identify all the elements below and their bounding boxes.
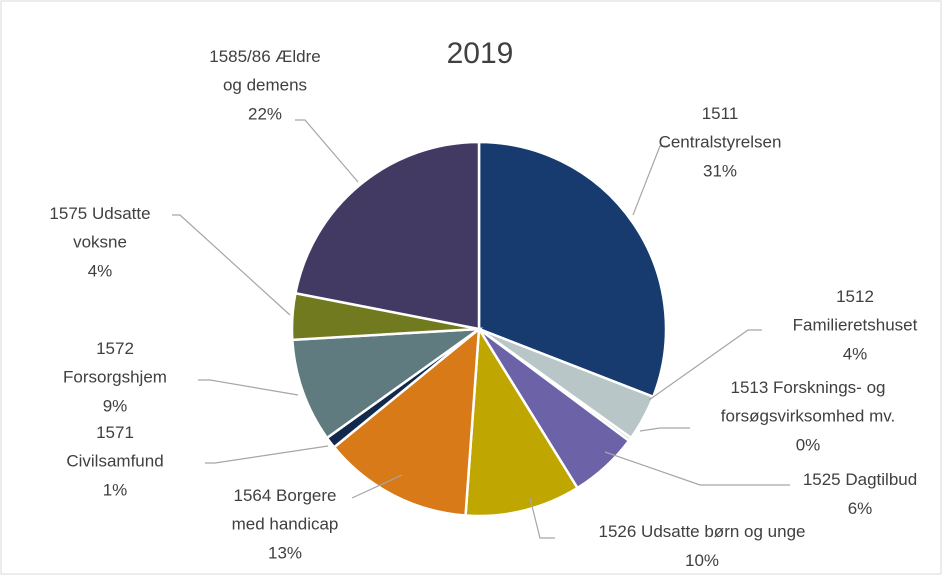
value-label: 6% bbox=[848, 499, 873, 518]
value-label: 4% bbox=[843, 344, 868, 363]
label-line: 1513 Forsknings- og bbox=[731, 378, 886, 397]
pie-slice bbox=[293, 140, 481, 331]
label-line: Civilsamfund bbox=[66, 452, 163, 471]
label-line: 1571 bbox=[96, 423, 134, 442]
value-label: 1% bbox=[103, 480, 128, 499]
label-line: Familieretshuset bbox=[793, 316, 918, 335]
label-line: 1585/86 Ældre bbox=[209, 47, 321, 66]
leader-line bbox=[172, 214, 291, 316]
value-label: 9% bbox=[103, 396, 128, 415]
category-label: 1512 Familieretshuset bbox=[793, 287, 918, 335]
label-line: Centralstyrelsen bbox=[659, 133, 782, 152]
label-line: 1564 Borgere bbox=[233, 486, 336, 505]
label-line: 1526 Udsatte børn og unge bbox=[599, 522, 806, 541]
leader-line bbox=[639, 427, 690, 432]
label-line: 1572 bbox=[96, 339, 134, 358]
label-line: 1525 Dagtilbud bbox=[803, 470, 917, 489]
category-label: 1572 Forsorgshjem bbox=[63, 339, 167, 387]
pie-slice bbox=[464, 325, 580, 518]
label-line: med handicap bbox=[232, 515, 339, 534]
label-line: og demens bbox=[223, 76, 307, 95]
leader-line bbox=[529, 497, 555, 539]
value-label: 0% bbox=[796, 435, 821, 454]
pie-slice bbox=[332, 326, 481, 517]
category-label: 1575 Udsatte voksne bbox=[49, 204, 150, 252]
value-label: 10% bbox=[685, 551, 719, 570]
category-label: 1513 Forsknings- og forsøgsvirksomhed mv. bbox=[721, 378, 895, 426]
chart-title: 2019 bbox=[447, 37, 514, 70]
category-label: 1526 Udsatte børn og unge bbox=[599, 522, 806, 541]
leader-line bbox=[632, 145, 670, 216]
category-label: 1585/86 Ældre og demens bbox=[209, 47, 321, 95]
value-label: 22% bbox=[248, 104, 282, 123]
label-line: forsøgsvirksomhed mv. bbox=[721, 407, 895, 426]
category-label: 1511 Centralstyrelsen bbox=[659, 104, 782, 152]
label-line: 1575 Udsatte bbox=[49, 204, 150, 223]
value-label: 13% bbox=[268, 543, 302, 562]
pie-slice bbox=[477, 140, 668, 399]
category-label: 1571 Civilsamfund bbox=[66, 423, 163, 471]
pie-slice bbox=[290, 327, 484, 440]
label-line: 1512 bbox=[836, 287, 874, 306]
label-line: 1511 bbox=[702, 104, 739, 123]
label-line: voksne bbox=[73, 233, 127, 252]
leader-line bbox=[648, 329, 762, 401]
leader-line bbox=[295, 119, 359, 183]
leader-line bbox=[351, 474, 403, 499]
category-label: 1564 Borgere med handicap bbox=[232, 486, 339, 534]
value-label: 4% bbox=[88, 261, 113, 280]
leader-line bbox=[205, 445, 329, 464]
leader-line bbox=[198, 379, 299, 396]
category-label: 1525 Dagtilbud bbox=[803, 470, 917, 489]
label-line: Forsorgshjem bbox=[63, 368, 167, 387]
value-label: 31% bbox=[703, 161, 737, 180]
leader-line bbox=[604, 451, 790, 486]
